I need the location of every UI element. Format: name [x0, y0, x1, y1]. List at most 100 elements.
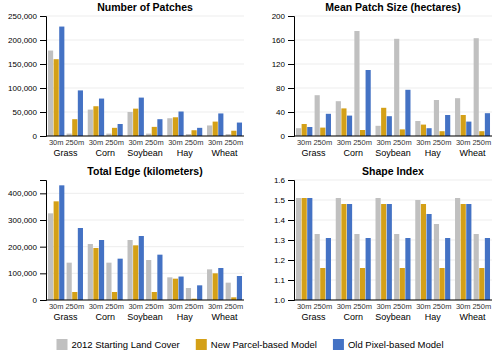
- y-tick-label: 1.3: [274, 236, 286, 245]
- bars: [296, 198, 490, 300]
- group-label: Hay: [177, 312, 194, 322]
- legend-item: New Parcel-based Model: [196, 339, 317, 350]
- bar: [152, 292, 157, 300]
- bar: [479, 131, 484, 136]
- grid-line: [294, 40, 492, 41]
- bar: [394, 234, 399, 300]
- y-tick: 0: [33, 296, 46, 305]
- bar: [167, 277, 172, 300]
- x-tick-label: 30m: [297, 138, 312, 147]
- x-axis-line: [46, 136, 244, 137]
- bar: [381, 108, 386, 136]
- group-label: Soybean: [127, 148, 163, 158]
- y-tick-mark: [288, 136, 294, 137]
- bar: [347, 204, 352, 300]
- panel: 1.01.11.21.31.41.51.630m250m30m250m30m25…: [274, 165, 492, 356]
- x-tick-label: 250m: [353, 302, 372, 311]
- bar: [445, 238, 450, 300]
- legend-item: Old Pixel-based Model: [333, 339, 444, 350]
- group-label: Corn: [95, 148, 115, 158]
- bar: [474, 234, 479, 300]
- group-labels: GrassCornSoybeanHayWheat: [301, 312, 486, 322]
- y-tick: 0: [33, 132, 46, 141]
- bar: [186, 288, 191, 300]
- y-tick-label: 150,000: [8, 60, 37, 69]
- y-tick-label: 200,000: [8, 243, 37, 252]
- bars: [48, 27, 242, 136]
- bar: [157, 119, 162, 136]
- bar: [99, 240, 104, 300]
- x-tick-label: 250m: [145, 138, 164, 147]
- x-tick-label: 250m: [393, 302, 412, 311]
- x-tick-label: 250m: [224, 302, 243, 311]
- x-tick-label: 30m: [208, 138, 223, 147]
- legend-item: 2012 Starting Land Cover: [57, 339, 180, 350]
- group-label: Wheat: [460, 148, 487, 158]
- y-tick: 1.6: [274, 176, 294, 185]
- y-tick-mark: [288, 180, 294, 181]
- x-tick-label: 30m: [456, 302, 471, 311]
- bar: [445, 115, 450, 136]
- bar: [173, 117, 178, 136]
- y-tick-mark: [288, 112, 294, 113]
- bar: [455, 198, 460, 300]
- bar: [112, 292, 117, 300]
- y-tick: 200,000: [8, 36, 46, 45]
- x-tick-label: 250m: [313, 138, 332, 147]
- bar: [461, 204, 466, 300]
- y-tick-mark: [40, 16, 46, 17]
- bar-series: [54, 201, 237, 300]
- legend-swatch: [333, 339, 344, 350]
- y-tick: 1.0: [274, 296, 294, 305]
- bar: [207, 269, 212, 300]
- group-labels: GrassCornSoybeanHayWheat: [53, 312, 238, 322]
- y-tick-label: 1.6: [274, 176, 286, 185]
- y-axis: 0100,000200,000300,000400,000: [8, 181, 46, 306]
- y-tick-label: 100,000: [8, 84, 37, 93]
- bar: [118, 259, 123, 300]
- bar: [360, 268, 365, 300]
- bar: [366, 70, 371, 136]
- x-tick-label: 250m: [224, 138, 243, 147]
- bar: [133, 245, 138, 300]
- x-tick-label: 30m: [337, 138, 352, 147]
- x-axis: 30m250m30m250m30m250m30m250m30m250m: [49, 302, 243, 311]
- grid-line: [294, 16, 492, 17]
- y-tick-label: 50,000: [13, 108, 38, 117]
- figure: 050,000100,000150,000200,000250,00030m25…: [0, 0, 500, 356]
- y-tick-mark: [288, 200, 294, 201]
- bar-series: [59, 27, 242, 136]
- grid-line: [294, 88, 492, 89]
- bar: [320, 128, 325, 136]
- y-tick: 1.5: [274, 196, 294, 205]
- bar: [466, 122, 471, 136]
- bar: [237, 123, 242, 136]
- bar: [139, 236, 144, 300]
- x-tick-label: 250m: [145, 302, 164, 311]
- bar-series: [302, 198, 485, 300]
- bar: [88, 244, 93, 300]
- bar: [485, 238, 490, 300]
- group-label: Corn: [95, 312, 115, 322]
- grid-line: [294, 180, 492, 181]
- bar: [237, 276, 242, 300]
- y-tick: 400,000: [8, 189, 46, 198]
- y-tick: 120: [272, 60, 294, 69]
- bar: [128, 112, 133, 136]
- group-label: Soybean: [127, 312, 163, 322]
- group-label: Corn: [343, 148, 363, 158]
- group-label: Wheat: [212, 148, 239, 158]
- bar: [302, 124, 307, 136]
- bar: [341, 204, 346, 300]
- bar: [336, 101, 341, 136]
- bar: [307, 127, 312, 136]
- x-tick-label: 30m: [208, 302, 223, 311]
- panel: 050,000100,000150,000200,000250,00030m25…: [8, 1, 244, 158]
- bar: [354, 234, 359, 300]
- group-label: Wheat: [212, 312, 239, 322]
- y-tick: 250,000: [8, 12, 46, 21]
- bar: [296, 128, 301, 136]
- y-tick-mark: [40, 40, 46, 41]
- x-tick-label: 30m: [128, 138, 143, 147]
- bar: [197, 128, 202, 136]
